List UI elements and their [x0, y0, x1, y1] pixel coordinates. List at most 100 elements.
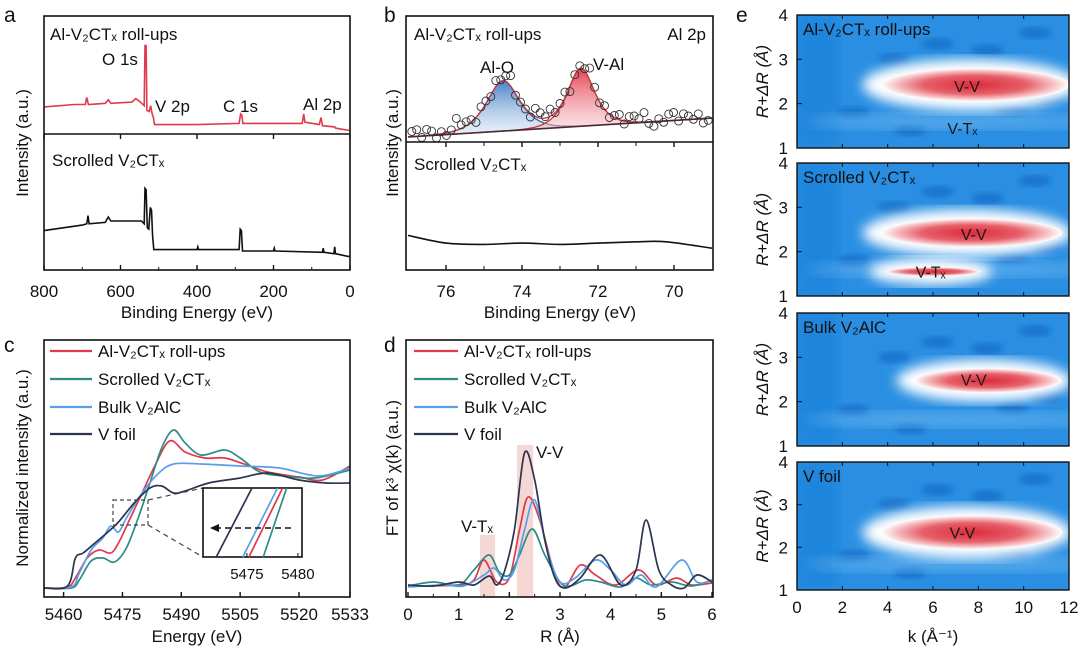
ft-series-line — [407, 499, 713, 589]
peak-fill-al-o — [408, 80, 712, 137]
zoom-region-box — [112, 499, 149, 526]
y-tick-label: 3 — [779, 198, 788, 217]
subplot-title: V foil — [803, 467, 841, 486]
data-point — [417, 133, 427, 142]
inset-edge-line — [242, 487, 279, 558]
data-point — [412, 125, 422, 135]
x-tick-label: 70 — [665, 282, 684, 301]
x-tick-label: 10 — [1014, 598, 1033, 617]
subplot-title: Scrolled V₂CTₓ — [803, 168, 916, 187]
subplot-ylabel: R+ΔR (Å) — [753, 45, 772, 118]
x-tick-label: 2 — [838, 598, 847, 617]
x-tick-label: 5475 — [104, 605, 142, 624]
data-point — [565, 87, 575, 97]
inset-edge-line — [248, 487, 284, 558]
data-point — [590, 82, 600, 92]
x-tick-label: 1 — [454, 605, 463, 624]
data-point — [501, 71, 511, 81]
panel-d-annotation-v-tx: V-Tₓ — [461, 517, 493, 536]
x-tick-label: 5520 — [280, 605, 318, 624]
data-point — [639, 108, 649, 118]
heatmap-shade — [797, 163, 837, 296]
data-point — [604, 113, 614, 122]
heatmap-shade — [797, 15, 837, 148]
data-point — [520, 104, 530, 114]
feature-label: V-V — [961, 227, 987, 244]
inset-edge-line — [215, 487, 253, 558]
heatmap-band — [805, 411, 1069, 428]
heatmap-low-spot — [1019, 324, 1051, 337]
ft-series-line — [407, 450, 713, 590]
x-tick-label: 0 — [345, 282, 354, 301]
legend-label: Scrolled V₂CTₓ — [98, 370, 211, 389]
y-tick-label: 1 — [779, 287, 788, 306]
x-tick-label: 5460 — [45, 605, 83, 624]
data-point — [506, 71, 516, 81]
rollups-spectrum-line — [43, 44, 351, 132]
data-point — [540, 112, 550, 122]
data-point — [422, 124, 432, 134]
feature-label: V-V — [961, 373, 987, 390]
wavelet-subplot: V-V V-Tₓ Scrolled V₂CTₓ 1 2 3 4 R+ΔR (Å) — [753, 154, 1070, 306]
feature-label: V-V — [950, 525, 976, 542]
panel-a-frame — [43, 15, 351, 271]
y-tick-label: 2 — [779, 538, 788, 557]
feature-label: V-Tₓ — [916, 265, 947, 282]
panel-label-d: d — [384, 334, 396, 357]
panel-b-ylabel: Intensity (a.u.) — [383, 89, 402, 197]
panel-c-xanes: Al-V₂CTₓ roll-ups Scrolled V₂CTₓ Bulk V₂Al… — [13, 339, 369, 646]
panel-a-label-scrolled: Scrolled V₂CTₓ — [52, 151, 165, 170]
data-point — [674, 116, 684, 126]
heatmap-area — [797, 15, 1069, 148]
data-point — [669, 108, 679, 117]
panel-c-xlabel: Energy (eV) — [152, 627, 243, 646]
x-tick-label: 4 — [606, 605, 615, 624]
data-point — [530, 103, 540, 113]
data-point — [427, 126, 437, 136]
data-point — [535, 108, 545, 118]
data-point — [629, 111, 639, 121]
heatmap-low-spot — [996, 252, 1029, 265]
panel-b-xlabel: Binding Energy (eV) — [484, 303, 636, 322]
data-point — [486, 92, 496, 102]
panel-d-ylabel: FT of k³ χ(k) (a.u.) — [383, 400, 402, 536]
panel-c-frame — [43, 339, 351, 598]
subplot-title: Al-V₂CTₓ roll-ups — [803, 20, 930, 39]
data-point — [659, 117, 669, 127]
heatmap-low-spot — [971, 490, 1004, 503]
panel-d-xlabel: R (Å) — [540, 627, 580, 646]
heatmap-band — [805, 556, 1069, 573]
y-tick-label: 1 — [779, 437, 788, 456]
x-tick-label: 8 — [974, 598, 983, 617]
data-point — [555, 99, 565, 108]
heatmap-low-spot — [921, 483, 954, 496]
heatmap-low-spot — [996, 402, 1029, 415]
panel-a-annotation-v2p: V 2p — [155, 97, 190, 116]
peak-fill-v-al — [408, 68, 712, 137]
x-tick-label: 200 — [259, 282, 287, 301]
panel-a-annotation-al2p: Al 2p — [303, 95, 342, 114]
legend-label: Scrolled V₂CTₓ — [464, 370, 577, 389]
data-point — [664, 109, 674, 119]
panel-c-x-ticks: 5460 5475 5490 5505 5520 5533 — [45, 592, 369, 624]
x-tick-label: 72 — [589, 282, 608, 301]
data-point — [516, 97, 525, 107]
panel-a-ylabel: Intensity (a.u.) — [13, 89, 32, 197]
panel-b-annotation-al-o: Al-O — [480, 58, 514, 77]
heatmap-shade — [797, 313, 837, 446]
ft-series-line — [407, 496, 713, 589]
data-point — [649, 121, 659, 131]
heatmap-low-spot — [1019, 26, 1051, 39]
panel-d-x-ticks: 0 1 2 3 4 5 6 — [403, 592, 717, 624]
panel-c-legend: Al-V₂CTₓ roll-ups Scrolled V₂CTₓ Bulk V₂Al… — [50, 342, 225, 444]
data-point — [600, 101, 609, 111]
y-tick-label: 3 — [779, 50, 788, 69]
panel-b-label-rollups: Al-V₂CTₓ roll-ups — [414, 25, 541, 44]
x-tick-label: 5490 — [162, 605, 200, 624]
panel-a-label-rollups: Al-V₂CTₓ roll-ups — [50, 25, 177, 44]
heatmap-low-spot — [921, 37, 954, 50]
data-point — [698, 118, 708, 128]
x-tick-label: 0 — [792, 598, 801, 617]
panel-a-xlabel: Binding Energy (eV) — [121, 303, 273, 322]
